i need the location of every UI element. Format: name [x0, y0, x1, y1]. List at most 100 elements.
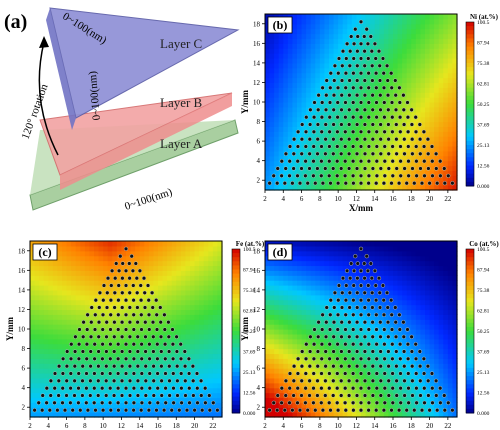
heatmap-cell — [171, 280, 177, 286]
heatmap-cell — [167, 270, 173, 276]
sample-point — [405, 100, 410, 105]
heatmap-cell — [297, 18, 303, 25]
heatmap-cell — [162, 294, 168, 301]
heatmap-cell — [43, 319, 49, 325]
heatmap-cell — [75, 373, 81, 379]
heatmap-cell — [190, 319, 196, 325]
heatmap-cell — [301, 412, 307, 418]
heatmap-cell — [43, 285, 49, 291]
heatmap-cell — [112, 373, 118, 379]
heatmap-cell — [301, 314, 307, 320]
heatmap-cell — [185, 387, 191, 394]
heatmap-cell — [30, 373, 36, 379]
heatmap-cell — [62, 358, 68, 364]
heatmap-cell — [217, 260, 223, 267]
heatmap-cell — [98, 353, 104, 359]
heatmap-cell — [217, 392, 223, 399]
heatmap-cell — [402, 309, 408, 315]
heatmap-cell — [315, 116, 321, 123]
heatmap-cell — [347, 343, 353, 350]
sample-point — [366, 144, 371, 149]
heatmap-cell — [52, 333, 59, 340]
heatmap-cell — [84, 309, 91, 315]
x-tick-label: 22 — [444, 195, 452, 203]
heatmap-cell — [103, 255, 109, 262]
heatmap-cell — [452, 18, 458, 25]
heatmap-cell — [301, 175, 307, 181]
heatmap-cell — [452, 33, 458, 40]
heatmap-cell — [351, 358, 358, 364]
sample-point — [62, 408, 68, 413]
heatmap-cell — [274, 97, 280, 103]
heatmap-cell — [130, 250, 136, 257]
heatmap-cell — [415, 97, 422, 103]
sample-point — [183, 378, 188, 383]
heatmap-cell — [126, 397, 132, 403]
heatmap-cell — [452, 185, 458, 191]
heatmap-cell — [447, 87, 454, 93]
heatmap-cell — [194, 397, 200, 403]
heatmap-cell — [144, 397, 150, 403]
heatmap-cell — [199, 338, 205, 345]
heatmap-cell — [429, 106, 435, 113]
heatmap-cell — [217, 241, 223, 247]
sample-point — [339, 122, 344, 127]
heatmap-cell — [374, 82, 380, 88]
heatmap-cell — [297, 348, 303, 355]
heatmap-cell — [306, 18, 312, 25]
heatmap-cell — [356, 72, 362, 79]
heatmap-cell — [397, 343, 403, 350]
y-tick-label: 16 — [253, 40, 261, 48]
sample-point — [327, 159, 332, 164]
heatmap-cell — [194, 412, 200, 418]
heatmap-cell — [351, 58, 358, 64]
heatmap-cell — [190, 387, 196, 394]
heatmap-cell — [443, 131, 449, 137]
heatmap-cell — [342, 402, 348, 408]
heatmap-cell — [203, 358, 209, 364]
heatmap-cell — [190, 270, 196, 276]
heatmap-cell — [217, 245, 223, 252]
sample-point — [366, 181, 371, 186]
heatmap-cell — [180, 333, 187, 340]
heatmap-cell — [402, 353, 408, 359]
heatmap-cell — [370, 141, 376, 147]
heatmap-cell — [315, 353, 321, 359]
heatmap-cell — [315, 241, 321, 247]
heatmap-cell — [203, 250, 209, 257]
heatmap-cell — [379, 250, 385, 257]
heatmap-cell — [379, 368, 385, 374]
heatmap-cell — [48, 402, 54, 408]
heatmap-cell — [301, 294, 307, 301]
heatmap-cell — [329, 294, 335, 301]
heatmap-cell — [329, 255, 335, 262]
heatmap-cell — [315, 245, 321, 252]
sample-point — [385, 93, 391, 98]
heatmap-cell — [310, 141, 316, 147]
heatmap-cell — [139, 270, 145, 276]
heatmap-cell — [338, 141, 344, 147]
heatmap-cell — [351, 402, 358, 408]
heatmap-cell — [39, 299, 45, 306]
heatmap-cell — [144, 368, 150, 374]
heatmap-cell — [126, 382, 132, 389]
heatmap-cell — [319, 299, 326, 306]
heatmap-cell — [116, 373, 123, 379]
heatmap-cell — [356, 412, 362, 418]
heatmap-cell — [406, 289, 412, 296]
heatmap-cell — [278, 343, 284, 350]
heatmap-cell — [158, 368, 164, 374]
heatmap-cell — [98, 358, 104, 364]
heatmap-cell — [310, 387, 316, 394]
heatmap-cell — [199, 373, 205, 379]
heatmap-cell — [388, 250, 394, 257]
heatmap-cell — [265, 126, 271, 132]
sample-point — [120, 290, 125, 295]
heatmap-cell — [269, 87, 275, 93]
heatmap-cell — [297, 299, 303, 306]
heatmap-cell — [443, 87, 449, 93]
heatmap-cell — [103, 285, 109, 291]
heatmap-cell — [310, 338, 316, 345]
heatmap-cell — [139, 353, 145, 359]
heatmap-cell — [39, 260, 45, 267]
